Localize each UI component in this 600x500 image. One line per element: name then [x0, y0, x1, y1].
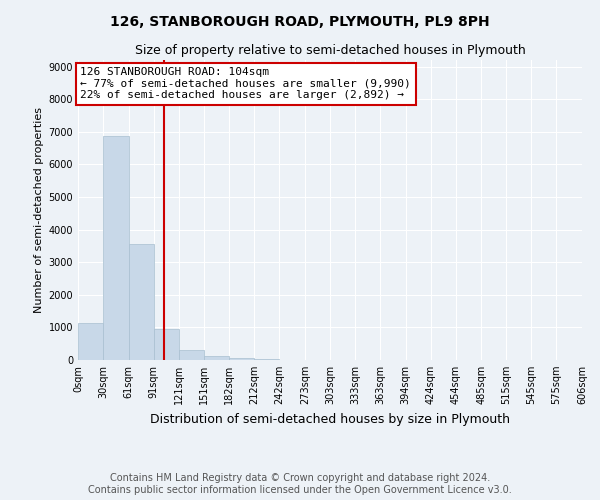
- X-axis label: Distribution of semi-detached houses by size in Plymouth: Distribution of semi-detached houses by …: [150, 412, 510, 426]
- Bar: [179, 350, 203, 360]
- Bar: [154, 328, 179, 360]
- Bar: [78, 323, 103, 360]
- Title: Size of property relative to semi-detached houses in Plymouth: Size of property relative to semi-detach…: [134, 44, 526, 58]
- Bar: [229, 358, 254, 360]
- Bar: [254, 359, 279, 360]
- Text: Contains HM Land Registry data © Crown copyright and database right 2024.
Contai: Contains HM Land Registry data © Crown c…: [88, 474, 512, 495]
- Bar: [103, 136, 129, 360]
- Bar: [129, 244, 154, 360]
- Text: 126 STANBOROUGH ROAD: 104sqm
← 77% of semi-detached houses are smaller (9,990)
2: 126 STANBOROUGH ROAD: 104sqm ← 77% of se…: [80, 67, 411, 100]
- Y-axis label: Number of semi-detached properties: Number of semi-detached properties: [34, 107, 44, 313]
- Bar: [203, 356, 229, 360]
- Text: 126, STANBOROUGH ROAD, PLYMOUTH, PL9 8PH: 126, STANBOROUGH ROAD, PLYMOUTH, PL9 8PH: [110, 15, 490, 29]
